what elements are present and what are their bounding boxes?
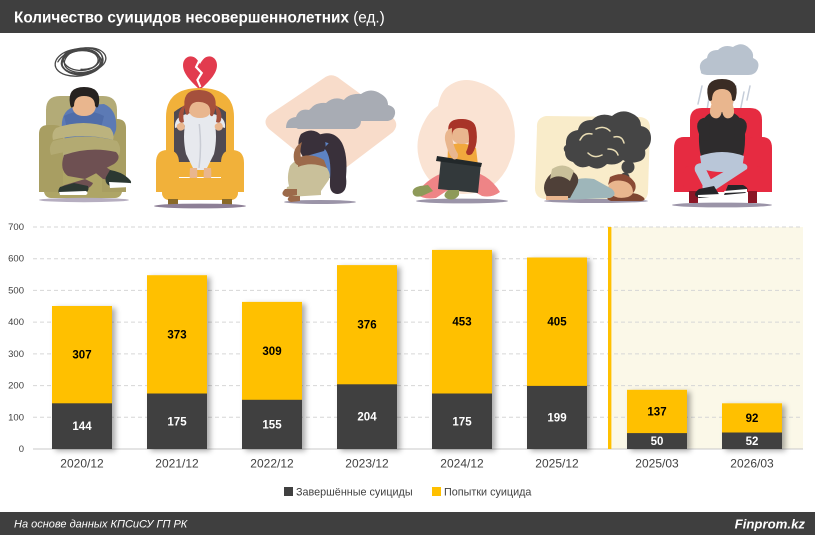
svg-text:400: 400	[8, 317, 24, 328]
svg-text:500: 500	[8, 285, 24, 296]
svg-text:Попытки суицида: Попытки суицида	[444, 487, 531, 499]
svg-text:Количество суицидов несовершен: Количество суицидов несовершеннолетних (…	[14, 10, 385, 27]
svg-text:50: 50	[651, 436, 664, 448]
svg-text:155: 155	[262, 419, 282, 431]
svg-text:307: 307	[72, 350, 91, 362]
svg-text:600: 600	[8, 254, 24, 265]
svg-text:2021/12: 2021/12	[155, 457, 199, 471]
svg-text:2024/12: 2024/12	[440, 457, 484, 471]
svg-text:300: 300	[8, 349, 24, 360]
svg-text:137: 137	[647, 407, 666, 419]
svg-text:2025/03: 2025/03	[635, 457, 679, 471]
svg-text:2026/03: 2026/03	[730, 457, 774, 471]
svg-text:309: 309	[262, 346, 281, 358]
svg-text:453: 453	[452, 317, 471, 329]
svg-text:175: 175	[452, 416, 472, 428]
svg-text:2025/12: 2025/12	[535, 457, 579, 471]
svg-text:На основе данных КПСиСУ ГП РК: На основе данных КПСиСУ ГП РК	[14, 519, 188, 531]
svg-text:Завершённые суициды: Завершённые суициды	[296, 487, 413, 499]
svg-text:376: 376	[357, 320, 376, 332]
svg-text:200: 200	[8, 381, 24, 392]
svg-text:199: 199	[547, 413, 566, 425]
svg-text:2020/12: 2020/12	[60, 457, 104, 471]
svg-text:204: 204	[357, 412, 377, 424]
svg-text:144: 144	[72, 421, 92, 433]
svg-text:0: 0	[19, 444, 24, 455]
svg-text:92: 92	[746, 413, 759, 425]
svg-text:52: 52	[746, 436, 759, 448]
svg-text:Finprom.kz: Finprom.kz	[735, 517, 806, 532]
svg-text:175: 175	[167, 416, 187, 428]
svg-text:2023/12: 2023/12	[345, 457, 389, 471]
svg-text:373: 373	[167, 329, 186, 341]
svg-text:2022/12: 2022/12	[250, 457, 294, 471]
svg-text:100: 100	[8, 412, 24, 423]
svg-text:405: 405	[547, 317, 567, 329]
svg-text:700: 700	[8, 222, 24, 233]
